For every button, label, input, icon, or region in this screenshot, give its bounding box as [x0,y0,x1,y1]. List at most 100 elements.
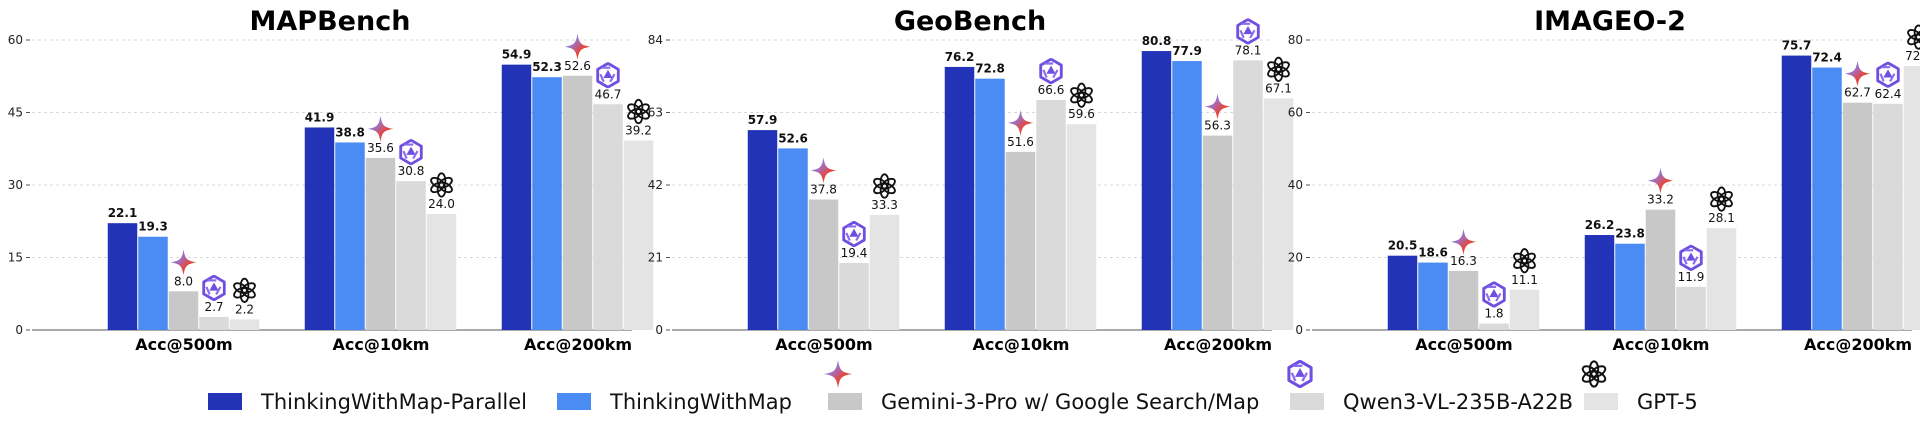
bar [335,142,365,330]
data-label: 72.8 [975,62,1005,76]
x-category-label: Acc@10km [333,335,430,354]
y-tick-label: 84 [648,33,663,47]
bar [107,223,138,330]
openai-logo-icon [871,173,898,199]
y-tick-label: 60 [8,33,23,47]
chart-panel-imageo-2: IMAGEO-2 0 20 40 60 80 20.5 18.616.3 1.8 11.1 Acc@… [1288,6,1920,354]
y-tick-label: 42 [648,178,663,192]
y-tick-label: 15 [8,251,23,265]
data-label: 23.8 [1615,227,1645,241]
bar [1812,67,1842,331]
data-label: 54.9 [502,48,532,62]
openai-logo-icon [231,277,258,303]
y-tick-label: 45 [8,106,23,120]
data-label: 51.6 [1007,135,1034,149]
bar [1842,102,1873,331]
data-label: 67.1 [1265,81,1292,95]
gemini-sparkle-icon [1647,167,1674,194]
bar [365,157,396,330]
openai-logo-icon [1068,82,1095,108]
qwen-logo-icon [1287,360,1313,388]
qwen-logo-icon [1482,281,1506,308]
y-tick-label: 0 [15,323,23,337]
data-label: 33.2 [1647,193,1674,207]
data-label: 28.1 [1708,211,1735,225]
data-label: 19.4 [841,246,868,260]
bar [975,78,1005,331]
openai-logo-icon [1265,56,1292,82]
gemini-sparkle-icon [1844,60,1871,87]
data-label: 39.2 [625,124,652,138]
data-label: 35.6 [367,141,394,155]
data-label: 62.7 [1844,86,1871,100]
y-tick-label: 30 [8,178,23,192]
data-label: 57.9 [748,113,778,127]
bar [199,316,229,330]
bar [138,236,168,330]
legend-label: ThinkingWithMap-Parallel [260,390,527,414]
data-label: 11.1 [1511,273,1538,287]
bar [1448,270,1479,330]
bar [778,148,808,330]
bar [1781,55,1812,331]
data-label: 2.2 [235,302,254,316]
bar [944,66,975,330]
bar [593,104,623,331]
legend-swatch [208,393,242,410]
x-category-label: Acc@10km [1613,335,1710,354]
legend-item-2: Gemini-3-Pro w/ Google Search/Map [828,390,1259,414]
bar [1387,255,1418,330]
openai-logo-icon [1511,248,1538,274]
data-label: 80.8 [1142,34,1172,48]
bar [1676,286,1706,330]
bar [1903,66,1920,330]
data-label: 78.1 [1235,43,1262,57]
qwen-logo-icon [399,139,423,166]
bar [304,127,335,330]
bar [869,215,900,330]
data-label: 22.1 [108,206,138,220]
bar [168,291,199,330]
bar [1615,243,1645,330]
x-category-label: Acc@500m [775,335,872,354]
data-label: 1.8 [1484,306,1503,320]
data-label: 26.2 [1585,218,1615,232]
legend-label: GPT-5 [1637,390,1698,414]
bar [229,319,260,330]
bar [1202,135,1233,330]
bar [1418,262,1448,330]
data-label: 52.6 [564,59,591,73]
gemini-sparkle-icon [1007,109,1034,136]
bar [1005,151,1036,330]
data-label: 30.8 [398,164,425,178]
data-label: 59.6 [1068,107,1095,121]
openai-logo-icon [1905,24,1920,50]
bar [501,64,532,331]
data-label: 2.7 [204,300,223,314]
x-category-label: Acc@200km [524,335,632,354]
data-label: 37.8 [810,183,837,197]
legend-swatch [828,393,862,410]
x-category-label: Acc@500m [135,335,232,354]
data-label: 72.8 [1905,49,1920,63]
qwen-logo-icon [1876,61,1900,88]
bar [1141,51,1172,331]
legend-item-0: ThinkingWithMap-Parallel [208,390,527,414]
bar [1509,289,1540,330]
qwen-logo-icon [842,221,866,248]
legend-swatch [1290,393,1324,410]
bar [623,140,654,330]
bar [426,214,457,330]
data-label: 77.9 [1172,44,1202,58]
bar [1172,61,1202,331]
data-label: 52.3 [532,60,562,74]
bar [1233,60,1263,330]
bar [1706,228,1737,330]
openai-logo-icon [1580,360,1608,388]
data-label: 19.3 [138,220,168,234]
chart-panel-geobench: GeoBench 0 21 42 63 84 57.952.6 37.8 19.4 33.3 Acc… [648,6,1294,354]
legend-item-1: ThinkingWithMap [557,390,792,414]
legend-swatch [557,393,591,410]
gemini-sparkle-icon [170,249,197,276]
x-category-label: Acc@200km [1164,335,1272,354]
